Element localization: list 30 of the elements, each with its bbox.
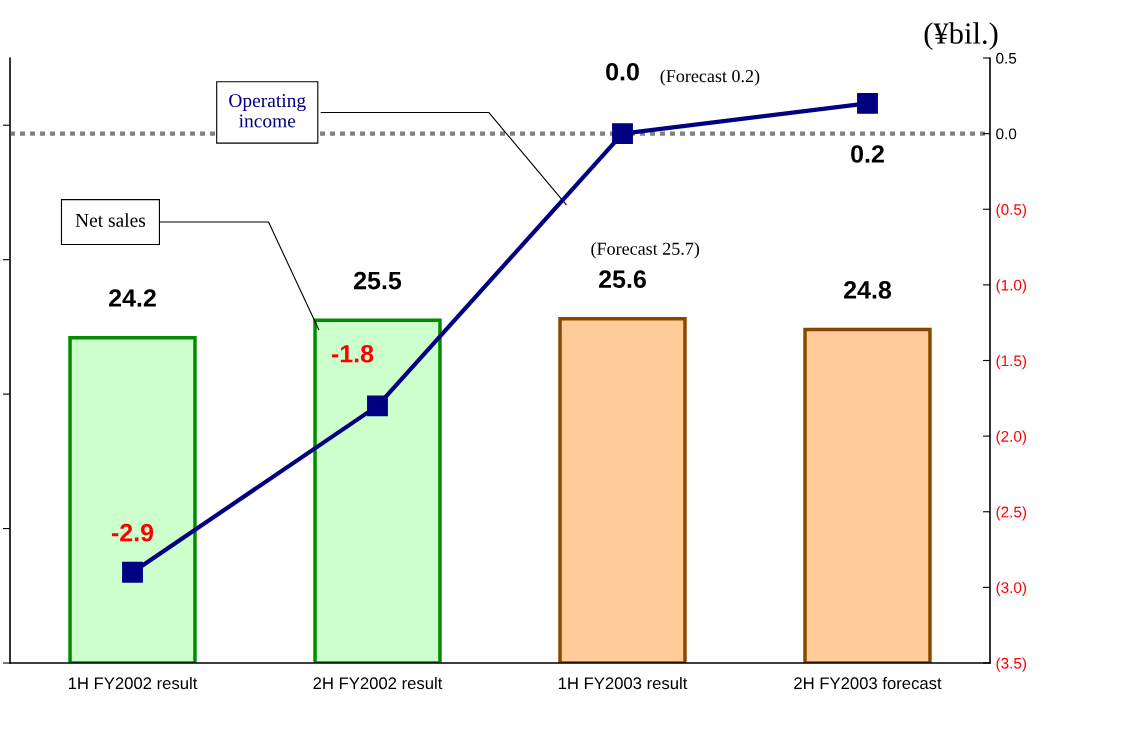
data-label: 25.5 bbox=[354, 271, 402, 290]
data-label: -2.9 bbox=[111, 523, 154, 542]
point bbox=[367, 395, 388, 417]
y2-tick-label: (2.0) bbox=[996, 430, 1027, 445]
y2-tick-label: 0.0 bbox=[996, 128, 1017, 140]
data-label: 25.6 bbox=[599, 270, 646, 289]
text: Operating income bbox=[229, 94, 306, 128]
y2-tick-label: 0.5 bbox=[996, 52, 1017, 64]
x-tick-label: 2H FY2003 forecast bbox=[794, 676, 942, 690]
y2-tick-label: (3.0) bbox=[996, 581, 1027, 597]
data-label: -1.8 bbox=[331, 344, 374, 363]
y2-tick-label: (1.5) bbox=[996, 354, 1027, 370]
data-label: 0.0 bbox=[606, 62, 639, 81]
point bbox=[122, 561, 143, 583]
x-tick-label: 1H FY2003 result bbox=[558, 676, 688, 690]
point bbox=[857, 92, 878, 114]
y2-tick-label: (3.5) bbox=[996, 657, 1027, 672]
y2-tick-label: (1.0) bbox=[996, 279, 1027, 294]
point bbox=[612, 123, 633, 145]
annotation: (Forecast 25.7) bbox=[591, 242, 700, 259]
data-label: 24.8 bbox=[844, 281, 892, 299]
data-label: 0.2 bbox=[851, 145, 884, 163]
text: (¥bil.) bbox=[924, 22, 998, 51]
text: Net sales bbox=[75, 213, 146, 227]
annotation: (Forecast 0.2) bbox=[660, 69, 760, 86]
x-tick-label: 1H FY2002 result bbox=[68, 676, 198, 690]
data-label: 24.2 bbox=[109, 289, 156, 307]
y2-tick-label: (2.5) bbox=[996, 506, 1027, 521]
x-tick-label: 2H FY2002 result bbox=[313, 676, 443, 690]
y2-tick-label: (0.5) bbox=[996, 203, 1027, 218]
